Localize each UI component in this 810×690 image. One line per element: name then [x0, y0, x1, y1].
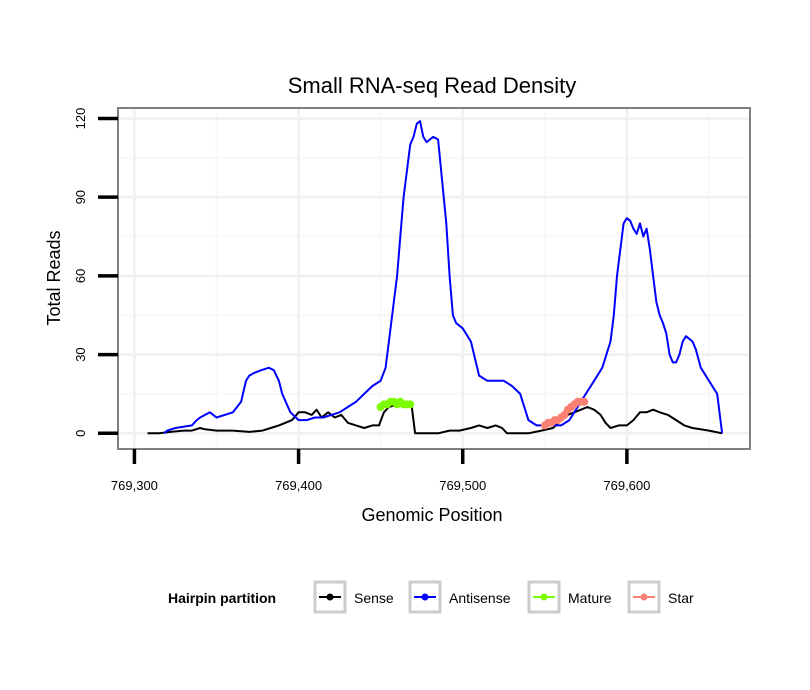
legend-dot-antisense	[421, 593, 429, 601]
y-tick-label-3: 90	[73, 190, 88, 204]
y-tick-label-4: 120	[73, 108, 88, 130]
legend-label-star: Star	[668, 590, 694, 606]
panel-border	[117, 107, 751, 450]
legend-label-sense: Sense	[354, 590, 394, 606]
x-tick-label-3: 769,600	[603, 478, 650, 493]
legend-title: Hairpin partition	[168, 590, 276, 606]
legend-dot-star	[640, 593, 648, 601]
legend-label-mature: Mature	[568, 590, 612, 606]
grid-layer	[118, 108, 750, 449]
legend-entry-sense[interactable]: Sense	[313, 580, 394, 614]
legend: Hairpin partition Sense Antisense Mature	[168, 580, 694, 614]
legend-dot-mature	[540, 593, 548, 601]
series-line-antisense	[163, 120, 724, 435]
series-layer	[147, 120, 724, 435]
legend-key-antisense	[408, 580, 442, 614]
point-star-12	[580, 397, 589, 406]
legend-dot-sense	[326, 593, 334, 601]
series-line-sense	[147, 403, 723, 435]
legend-label-antisense: Antisense	[449, 590, 511, 606]
x-tick-label-1: 769,400	[275, 478, 322, 493]
y-tick-label-0: 0	[73, 430, 88, 437]
y-tick-label-2: 60	[73, 269, 88, 283]
x-tick-label-2: 769,500	[439, 478, 486, 493]
legend-entry-star[interactable]: Star	[627, 580, 694, 614]
legend-key-sense	[313, 580, 347, 614]
axis-layer: 769,300 769,400 769,500 769,600 0 30 60 90 120	[73, 108, 650, 493]
legend-key-mature	[527, 580, 561, 614]
x-tick-label-0: 769,300	[111, 478, 158, 493]
y-axis-label: Total Reads	[44, 230, 64, 325]
legend-entry-antisense[interactable]: Antisense	[408, 580, 511, 614]
y-tick-label-1: 30	[73, 347, 88, 361]
chart-title: Small RNA-seq Read Density	[288, 73, 577, 98]
point-mature-9	[406, 400, 415, 409]
legend-entry-mature[interactable]: Mature	[527, 580, 612, 614]
legend-key-star	[627, 580, 661, 614]
x-axis-label: Genomic Position	[361, 505, 502, 525]
